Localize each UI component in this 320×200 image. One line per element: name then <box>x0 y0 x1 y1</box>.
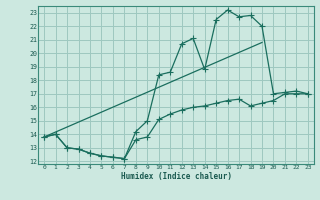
X-axis label: Humidex (Indice chaleur): Humidex (Indice chaleur) <box>121 172 231 181</box>
